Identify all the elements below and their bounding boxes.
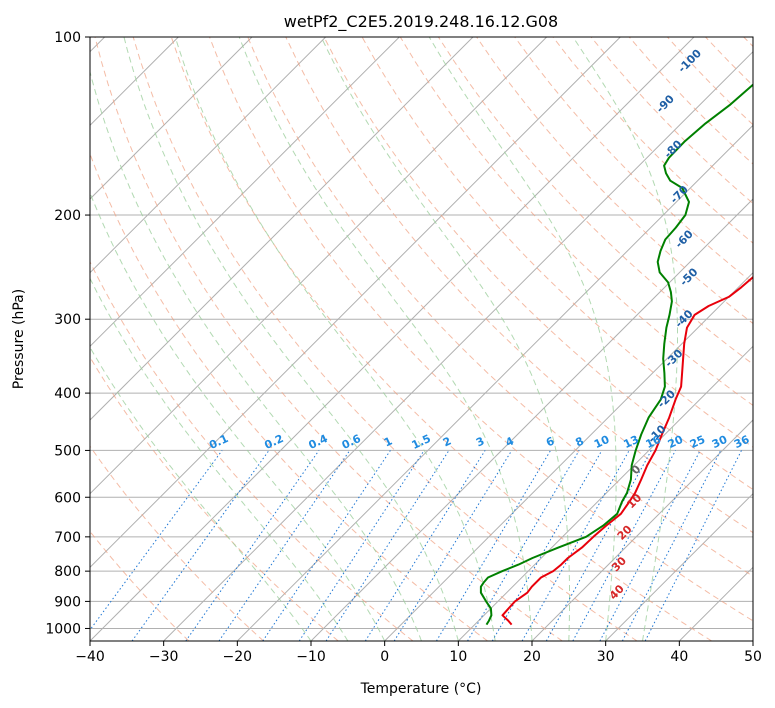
y-tick-label: 700	[54, 530, 81, 546]
grid-layer	[90, 37, 753, 641]
moist-adiabat	[90, 69, 422, 641]
y-tick-label: 900	[54, 594, 81, 610]
dry-adiabat	[323, 37, 753, 491]
isotherm-gridline	[605, 492, 753, 641]
mixing-ratio-line	[545, 450, 652, 641]
x-tick-label: 40	[670, 649, 688, 665]
mixing-ratio-line	[364, 450, 486, 641]
isotherm-gridline	[163, 50, 753, 641]
moist-adiabat	[90, 277, 349, 641]
dry-adiabat	[209, 37, 753, 622]
mixing-ratio-label: 36	[732, 433, 752, 451]
x-tick-label: 20	[523, 649, 541, 665]
mixing-ratio-label: 25	[688, 433, 707, 451]
x-tick-label: 50	[744, 649, 762, 665]
isotherm-gridline	[90, 37, 548, 495]
dry-adiabat	[132, 37, 638, 641]
dry-adiabat	[94, 37, 563, 641]
x-axis-label: Temperature (°C)	[360, 681, 482, 697]
dry-adiabat	[90, 260, 414, 641]
x-tick-label: 0	[380, 649, 389, 665]
moist-adiabat	[572, 37, 678, 641]
dry-adiabat	[90, 356, 339, 641]
y-tick-label: 100	[54, 30, 81, 46]
y-axis-label: Pressure (hPa)	[11, 289, 27, 389]
mixing-ratio-label: 13	[622, 433, 641, 451]
y-tick-label: 300	[54, 312, 81, 328]
mixing-ratio-line	[185, 450, 320, 641]
mixing-ratio-line	[218, 450, 351, 641]
y-tick-label: 600	[54, 490, 81, 506]
y-tick-label: 1000	[45, 621, 81, 637]
x-tick-label: 10	[449, 649, 467, 665]
moist-adiabat	[123, 37, 459, 641]
isotherm-gridline	[531, 419, 753, 641]
isotherm-gridline	[457, 345, 753, 641]
isotherm-gridline	[384, 271, 753, 641]
moist-adiabat	[238, 37, 533, 641]
dry-adiabat	[170, 37, 712, 641]
x-tick-label: 30	[597, 649, 615, 665]
moist-adiabat	[320, 37, 570, 641]
chart-title: wetPf2_C2E5.2019.248.16.12.G08	[284, 12, 558, 32]
x-tick-label: −20	[223, 649, 253, 665]
isotherm-gridline	[90, 37, 253, 200]
x-tick-label: −10	[296, 649, 326, 665]
x-tick-label: −30	[149, 649, 179, 665]
mixing-ratio-line	[90, 450, 223, 631]
isotherm-gridline	[90, 37, 400, 348]
mixing-ratio-line	[521, 450, 630, 641]
mixing-ratio-line	[393, 450, 513, 641]
x-tick-label: −40	[75, 649, 105, 665]
dry-adiabat	[90, 445, 264, 641]
y-tick-label: 800	[54, 564, 81, 580]
dry-adiabat	[247, 37, 753, 577]
axis-ticks: −40 −30 −20 −10 0 10 20 30 40 50 100 200 300 400 500 60…	[45, 30, 762, 665]
mixing-ratio-label: 30	[710, 433, 730, 451]
temperature-profile	[501, 275, 753, 626]
mixing-ratio-label: 16	[644, 433, 664, 451]
isotherm-gridline	[236, 124, 753, 641]
isotherm-gridline	[90, 37, 695, 641]
mixing-ratio-line	[467, 450, 580, 641]
mixing-ratio-label: 20	[666, 433, 686, 451]
isotherm-gridline	[90, 37, 621, 569]
isotherm-gridline	[90, 37, 474, 421]
dry-adiabat	[476, 37, 753, 325]
plot-frame	[89, 36, 754, 642]
moist-adiabat	[174, 37, 496, 641]
moist-adiabat	[90, 191, 386, 641]
y-tick-label: 200	[54, 208, 81, 224]
mixing-ratio-label: 10	[592, 433, 612, 451]
mixing-ratio-line	[435, 450, 552, 641]
y-tick-label: 400	[54, 386, 81, 402]
dewpoint-profile	[479, 83, 753, 626]
mixing-ratio-line	[131, 450, 270, 641]
mixing-ratio-line	[572, 450, 676, 641]
dry-adiabat	[285, 37, 753, 534]
profile-layer	[479, 83, 753, 626]
isotherm-gridline	[90, 37, 327, 274]
mixing-ratio-line	[491, 450, 603, 641]
moist-adiabat	[428, 37, 617, 641]
mixing-ratio-line	[325, 450, 450, 641]
moist-adiabat	[90, 346, 312, 641]
y-tick-label: 500	[54, 443, 81, 459]
